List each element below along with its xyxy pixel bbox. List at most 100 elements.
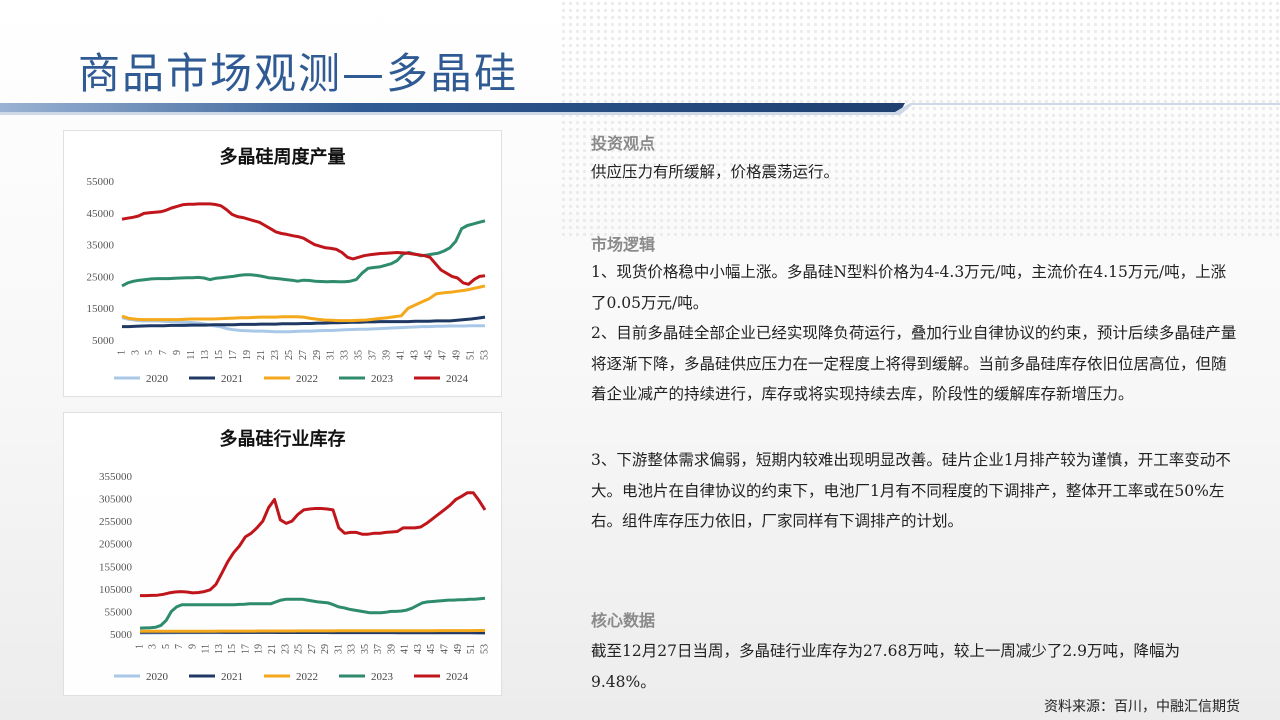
- x-tick-label: 21: [267, 644, 278, 654]
- legend-label-2022: 2022: [296, 373, 318, 385]
- x-tick-label: 1: [116, 350, 127, 355]
- y-tick-label: 25000: [87, 271, 115, 283]
- page-title: 商品市场观测—多晶硅: [78, 49, 519, 98]
- x-tick-label: 33: [340, 350, 351, 360]
- y-tick-label: 45000: [87, 208, 115, 220]
- core-data-text: 截至12月27日当周，多晶硅行业库存为27.68万吨，较上一周减少了2.9万吨，…: [591, 642, 1180, 691]
- x-tick-label: 31: [326, 350, 337, 360]
- x-tick-label: 5: [144, 350, 155, 355]
- x-tick-label: 7: [174, 644, 185, 649]
- x-tick-label: 1: [134, 644, 145, 649]
- y-tick-label: 5000: [92, 335, 115, 347]
- x-tick-label: 29: [320, 644, 331, 654]
- x-tick-label: 3: [148, 644, 159, 649]
- legend-label-2020: 2020: [146, 373, 169, 385]
- x-tick-label: 13: [200, 350, 211, 360]
- x-tick-label: 19: [242, 350, 253, 360]
- x-tick-label: 27: [298, 350, 309, 360]
- x-tick-label: 51: [466, 644, 477, 654]
- x-tick-label: 45: [423, 350, 434, 360]
- x-tick-label: 13: [214, 644, 225, 654]
- x-tick-label: 19: [254, 644, 265, 654]
- y-tick-label: 55000: [87, 176, 115, 188]
- x-tick-label: 11: [201, 644, 212, 654]
- legend-label-2021: 2021: [221, 373, 243, 385]
- legend-label-2021: 2021: [221, 671, 243, 683]
- x-tick-label: 23: [270, 350, 281, 360]
- legend-label-2020: 2020: [146, 671, 169, 683]
- section-market-logic-title: 市场逻辑: [591, 235, 656, 254]
- x-tick-label: 49: [451, 350, 462, 360]
- x-tick-label: 27: [307, 644, 318, 654]
- data-source: 资料来源：百川，中融汇信期货: [1044, 699, 1240, 715]
- legend-label-2023: 2023: [371, 373, 394, 385]
- x-tick-label: 23: [280, 644, 291, 654]
- x-tick-label: 51: [465, 350, 476, 360]
- x-tick-label: 53: [479, 350, 490, 360]
- x-tick-label: 21: [256, 350, 267, 360]
- x-tick-label: 3: [130, 350, 141, 355]
- y-tick-label: 35000: [87, 240, 115, 252]
- x-tick-label: 9: [172, 350, 183, 355]
- x-tick-label: 39: [386, 644, 397, 654]
- series-line-2022: [140, 629, 485, 633]
- section-core-data-title: 核心数据: [591, 611, 656, 630]
- x-tick-label: 43: [409, 350, 420, 360]
- x-tick-label: 9: [187, 644, 198, 649]
- x-tick-label: 33: [347, 644, 358, 654]
- series-line-2022: [121, 284, 486, 323]
- y-tick-label: 5000: [110, 629, 133, 641]
- x-tick-label: 39: [382, 350, 393, 360]
- x-tick-label: 41: [400, 644, 411, 654]
- y-tick-label: 305000: [99, 494, 133, 506]
- x-tick-label: 53: [479, 644, 490, 654]
- x-tick-label: 7: [158, 350, 169, 355]
- series-line-2024: [121, 202, 486, 286]
- series-line-2023: [121, 219, 486, 288]
- inventory-chart-title: 多晶硅行业库存: [219, 429, 346, 450]
- series-line-2023: [139, 596, 486, 630]
- x-tick-label: 15: [214, 350, 225, 360]
- x-tick-label: 45: [426, 644, 437, 654]
- y-tick-label: 255000: [99, 516, 133, 528]
- legend-label-2024: 2024: [446, 671, 469, 683]
- x-tick-label: 17: [240, 644, 251, 654]
- section-investment-view-title: 投资观点: [591, 134, 656, 153]
- x-tick-label: 35: [354, 350, 365, 360]
- series-line-2021: [122, 315, 486, 329]
- x-tick-label: 15: [227, 644, 238, 654]
- y-tick-label: 355000: [99, 471, 133, 483]
- x-tick-label: 25: [284, 350, 295, 360]
- x-tick-label: 11: [186, 350, 197, 360]
- production-chart-panel: 多晶硅周度产量 55000 45000 35000 25000 15000 5000 1 3 5…: [63, 130, 502, 397]
- inventory-chart: 3550003050002550002050001550001050005500…: [99, 471, 490, 683]
- series-line-2020: [121, 316, 485, 334]
- legend-label-2023: 2023: [371, 671, 394, 683]
- y-tick-label: 15000: [87, 303, 115, 315]
- x-tick-label: 25: [294, 644, 305, 654]
- market-logic-point-1: 1、现货价格稳中小幅上涨。多晶硅N型料价格为4-4.3万元/吨，主流价在4.15…: [591, 263, 1227, 312]
- x-tick-label: 43: [413, 644, 424, 654]
- x-tick-label: 41: [396, 350, 407, 360]
- x-tick-label: 49: [453, 644, 464, 654]
- y-tick-label: 105000: [99, 584, 133, 596]
- legend-label-2024: 2024: [446, 373, 469, 385]
- investment-view-text: 供应压力有所缓解，价格震荡运行。: [591, 163, 840, 181]
- x-tick-label: 37: [373, 644, 384, 654]
- legend-label-2022: 2022: [296, 671, 318, 683]
- inventory-chart-panel: 多晶硅行业库存 355000 305000 255000 205000 155000 10…: [63, 412, 502, 696]
- x-tick-label: 47: [437, 350, 448, 360]
- x-tick-label: 47: [439, 644, 450, 654]
- x-tick-label: 5: [161, 644, 172, 649]
- world-map-background: [560, 0, 1280, 240]
- header-stripe: [0, 103, 1280, 115]
- x-tick-label: 37: [368, 350, 379, 360]
- y-tick-label: 55000: [105, 606, 133, 618]
- y-tick-label: 205000: [99, 539, 133, 551]
- series-line-2024: [140, 491, 487, 598]
- x-tick-label: 35: [360, 644, 371, 654]
- x-tick-label: 31: [333, 644, 344, 654]
- production-chart-title: 多晶硅周度产量: [219, 147, 346, 168]
- x-tick-label: 29: [312, 350, 323, 360]
